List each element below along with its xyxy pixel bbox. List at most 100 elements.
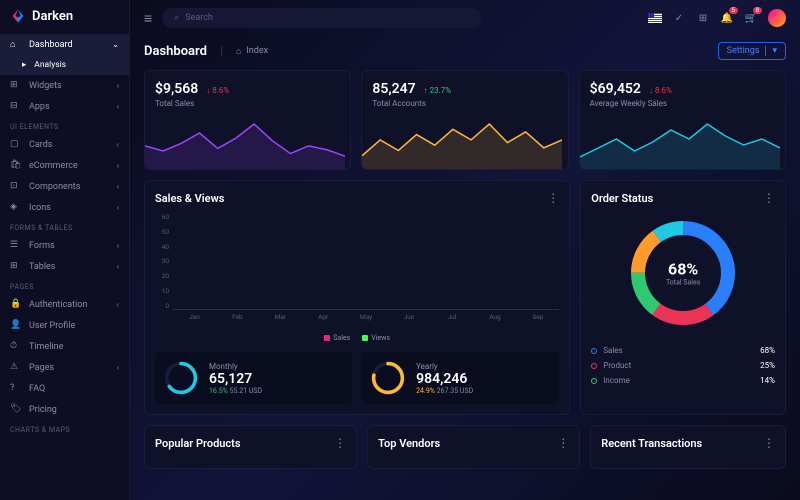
- timeline-icon: ⏱: [10, 341, 21, 352]
- sidebar-item-label: Components: [29, 182, 80, 192]
- stat-value: $69,452: [590, 81, 641, 97]
- page-title: Dashboard: [144, 44, 207, 59]
- tag-icon: 🏷: [10, 404, 21, 415]
- menu-button[interactable]: ≡: [144, 10, 152, 27]
- logo-icon: [10, 8, 26, 24]
- sidebar-item-label: Widgets: [29, 81, 62, 91]
- legend-label: Product: [603, 361, 631, 370]
- sidebar-item-profile[interactable]: 👤User Profile: [0, 315, 129, 336]
- chevron-icon: ‹: [117, 300, 119, 309]
- card-title: Top Vendors: [378, 437, 440, 450]
- sidebar-item-label: Icons: [29, 203, 51, 213]
- legend-pct: 14%: [760, 376, 775, 385]
- sparkline: [145, 119, 345, 169]
- sidebar-item-forms[interactable]: ☰Forms‹: [0, 235, 129, 256]
- sidebar-item-label: Analysis: [34, 60, 66, 70]
- nav-section-ui: UI ELEMENTS: [0, 117, 129, 134]
- stat-value: 85,247: [372, 81, 415, 97]
- legend-label: Sales: [603, 346, 622, 355]
- legend-item: Sales 68%: [591, 343, 775, 358]
- legend-pct: 68%: [760, 346, 775, 355]
- sidebar-item-pages[interactable]: ⚠Pages‹: [0, 357, 129, 378]
- stat-label: Total Accounts: [372, 99, 557, 108]
- sidebar-item-label: Tables: [29, 262, 55, 272]
- sidebar-item-components[interactable]: ⊡Components‹: [0, 176, 129, 197]
- legend-label: Income: [603, 376, 630, 385]
- summary-value: 65,127: [209, 371, 344, 387]
- sidebar-item-timeline[interactable]: ⏱Timeline: [0, 336, 129, 357]
- sidebar-item-dashboard[interactable]: ⌂ Dashboard ⌄: [0, 34, 129, 55]
- sidebar-item-label: Dashboard: [29, 40, 73, 50]
- legend-label: Sales: [333, 334, 350, 342]
- cart-icon[interactable]: 🛒8: [744, 11, 758, 25]
- chart-legend: Sales Views: [155, 334, 559, 342]
- sidebar-item-label: Authentication: [29, 300, 87, 310]
- summary-usd: 55.21 USD: [230, 387, 263, 395]
- donut-chart: 68% Total Sales: [623, 213, 743, 333]
- stat-card: 85,247↑ 23.7% Total Accounts: [361, 70, 568, 170]
- legend-label: Views: [371, 334, 390, 342]
- grid-icon[interactable]: ⊞: [696, 11, 710, 25]
- card-menu-icon[interactable]: ⋮: [557, 436, 569, 450]
- home-icon: ⌂: [236, 46, 241, 57]
- sidebar-item-icons[interactable]: ◈Icons‹: [0, 197, 129, 218]
- widgets-icon: ⊞: [10, 80, 21, 91]
- breadcrumb-text: Index: [246, 46, 268, 56]
- stat-change: ↓ 8.6%: [649, 86, 672, 95]
- notifications-icon[interactable]: 🔔5: [720, 11, 734, 25]
- settings-label: Settings: [727, 46, 760, 56]
- topbar: ≡ ⌕ Search ✓ ⊞ 🔔5 🛒8: [130, 0, 800, 36]
- nav-section-pages: PAGES: [0, 277, 129, 294]
- chevron-icon: ‹: [117, 182, 119, 191]
- sidebar-item-ecommerce[interactable]: 🛍eCommerce‹: [0, 155, 129, 176]
- flag-icon[interactable]: [648, 11, 662, 25]
- chevron-icon: ‹: [117, 161, 119, 170]
- chevron-icon: ‹: [117, 140, 119, 149]
- breadcrumb[interactable]: ⌂ Index: [221, 46, 268, 57]
- chevron-down-icon: ⌄: [112, 40, 119, 49]
- sidebar-item-cards[interactable]: ▢Cards‹: [0, 134, 129, 155]
- summary-usd: 267.35 USD: [437, 387, 474, 395]
- recent-transactions-card: Recent Transactions⋮: [590, 425, 786, 469]
- lock-icon: 🔒: [10, 299, 21, 310]
- sidebar: Darken ⌂ Dashboard ⌄ ▸ Analysis ⊞ Widget…: [0, 0, 130, 500]
- stat-label: Total Sales: [155, 99, 340, 108]
- summary-pct: 24.9%: [416, 387, 435, 395]
- settings-button[interactable]: Settings ▾: [718, 42, 786, 60]
- sidebar-item-analysis[interactable]: ▸ Analysis: [0, 55, 129, 75]
- summary-pct: 16.5%: [209, 387, 228, 395]
- page-header: Dashboard ⌂ Index Settings ▾: [144, 36, 786, 70]
- legend-item: Product25%: [591, 358, 775, 373]
- check-icon[interactable]: ✓: [672, 11, 686, 25]
- sidebar-item-pricing[interactable]: 🏷Pricing: [0, 399, 129, 420]
- avatar[interactable]: [768, 9, 786, 27]
- stat-label: Average Weekly Sales: [590, 99, 775, 108]
- yearly-summary: Yearly 984,246 24.9% 267.35 USD: [362, 352, 559, 404]
- donut-label: Total Sales: [666, 279, 700, 287]
- sidebar-item-apps[interactable]: ⊟ Apps ‹: [0, 96, 129, 117]
- sidebar-item-faq[interactable]: ?FAQ: [0, 378, 129, 399]
- nav-section-charts: CHARTS & MAPS: [0, 420, 129, 437]
- main-content: ≡ ⌕ Search ✓ ⊞ 🔔5 🛒8 Dashboard ⌂ Index: [130, 0, 800, 500]
- card-menu-icon[interactable]: ⋮: [547, 191, 559, 205]
- sidebar-item-label: FAQ: [29, 384, 45, 394]
- logo[interactable]: Darken: [0, 8, 129, 34]
- legend-item: Income 14%: [591, 373, 775, 388]
- stat-value: $9,568: [155, 81, 198, 97]
- card-title: Order Status: [591, 192, 653, 205]
- legend-dot: [591, 378, 597, 384]
- card-menu-icon[interactable]: ⋮: [334, 436, 346, 450]
- sidebar-item-widgets[interactable]: ⊞ Widgets ‹: [0, 75, 129, 96]
- sidebar-item-auth[interactable]: 🔒 Authentication ‹: [0, 294, 129, 315]
- chevron-icon: ‹: [117, 102, 119, 111]
- forms-icon: ☰: [10, 240, 21, 251]
- bar-chart: 6050403020100 JanFebMarAprMayJunJulAugSe…: [155, 213, 559, 328]
- sidebar-item-label: Forms: [29, 241, 55, 251]
- chevron-icon: ‹: [117, 262, 119, 271]
- caret-icon: ▸: [22, 60, 26, 70]
- card-menu-icon[interactable]: ⋮: [763, 436, 775, 450]
- sidebar-item-tables[interactable]: ⊞Tables‹: [0, 256, 129, 277]
- search-input[interactable]: ⌕ Search: [162, 8, 482, 28]
- summary-label: Yearly: [416, 362, 551, 371]
- card-menu-icon[interactable]: ⋮: [763, 191, 775, 205]
